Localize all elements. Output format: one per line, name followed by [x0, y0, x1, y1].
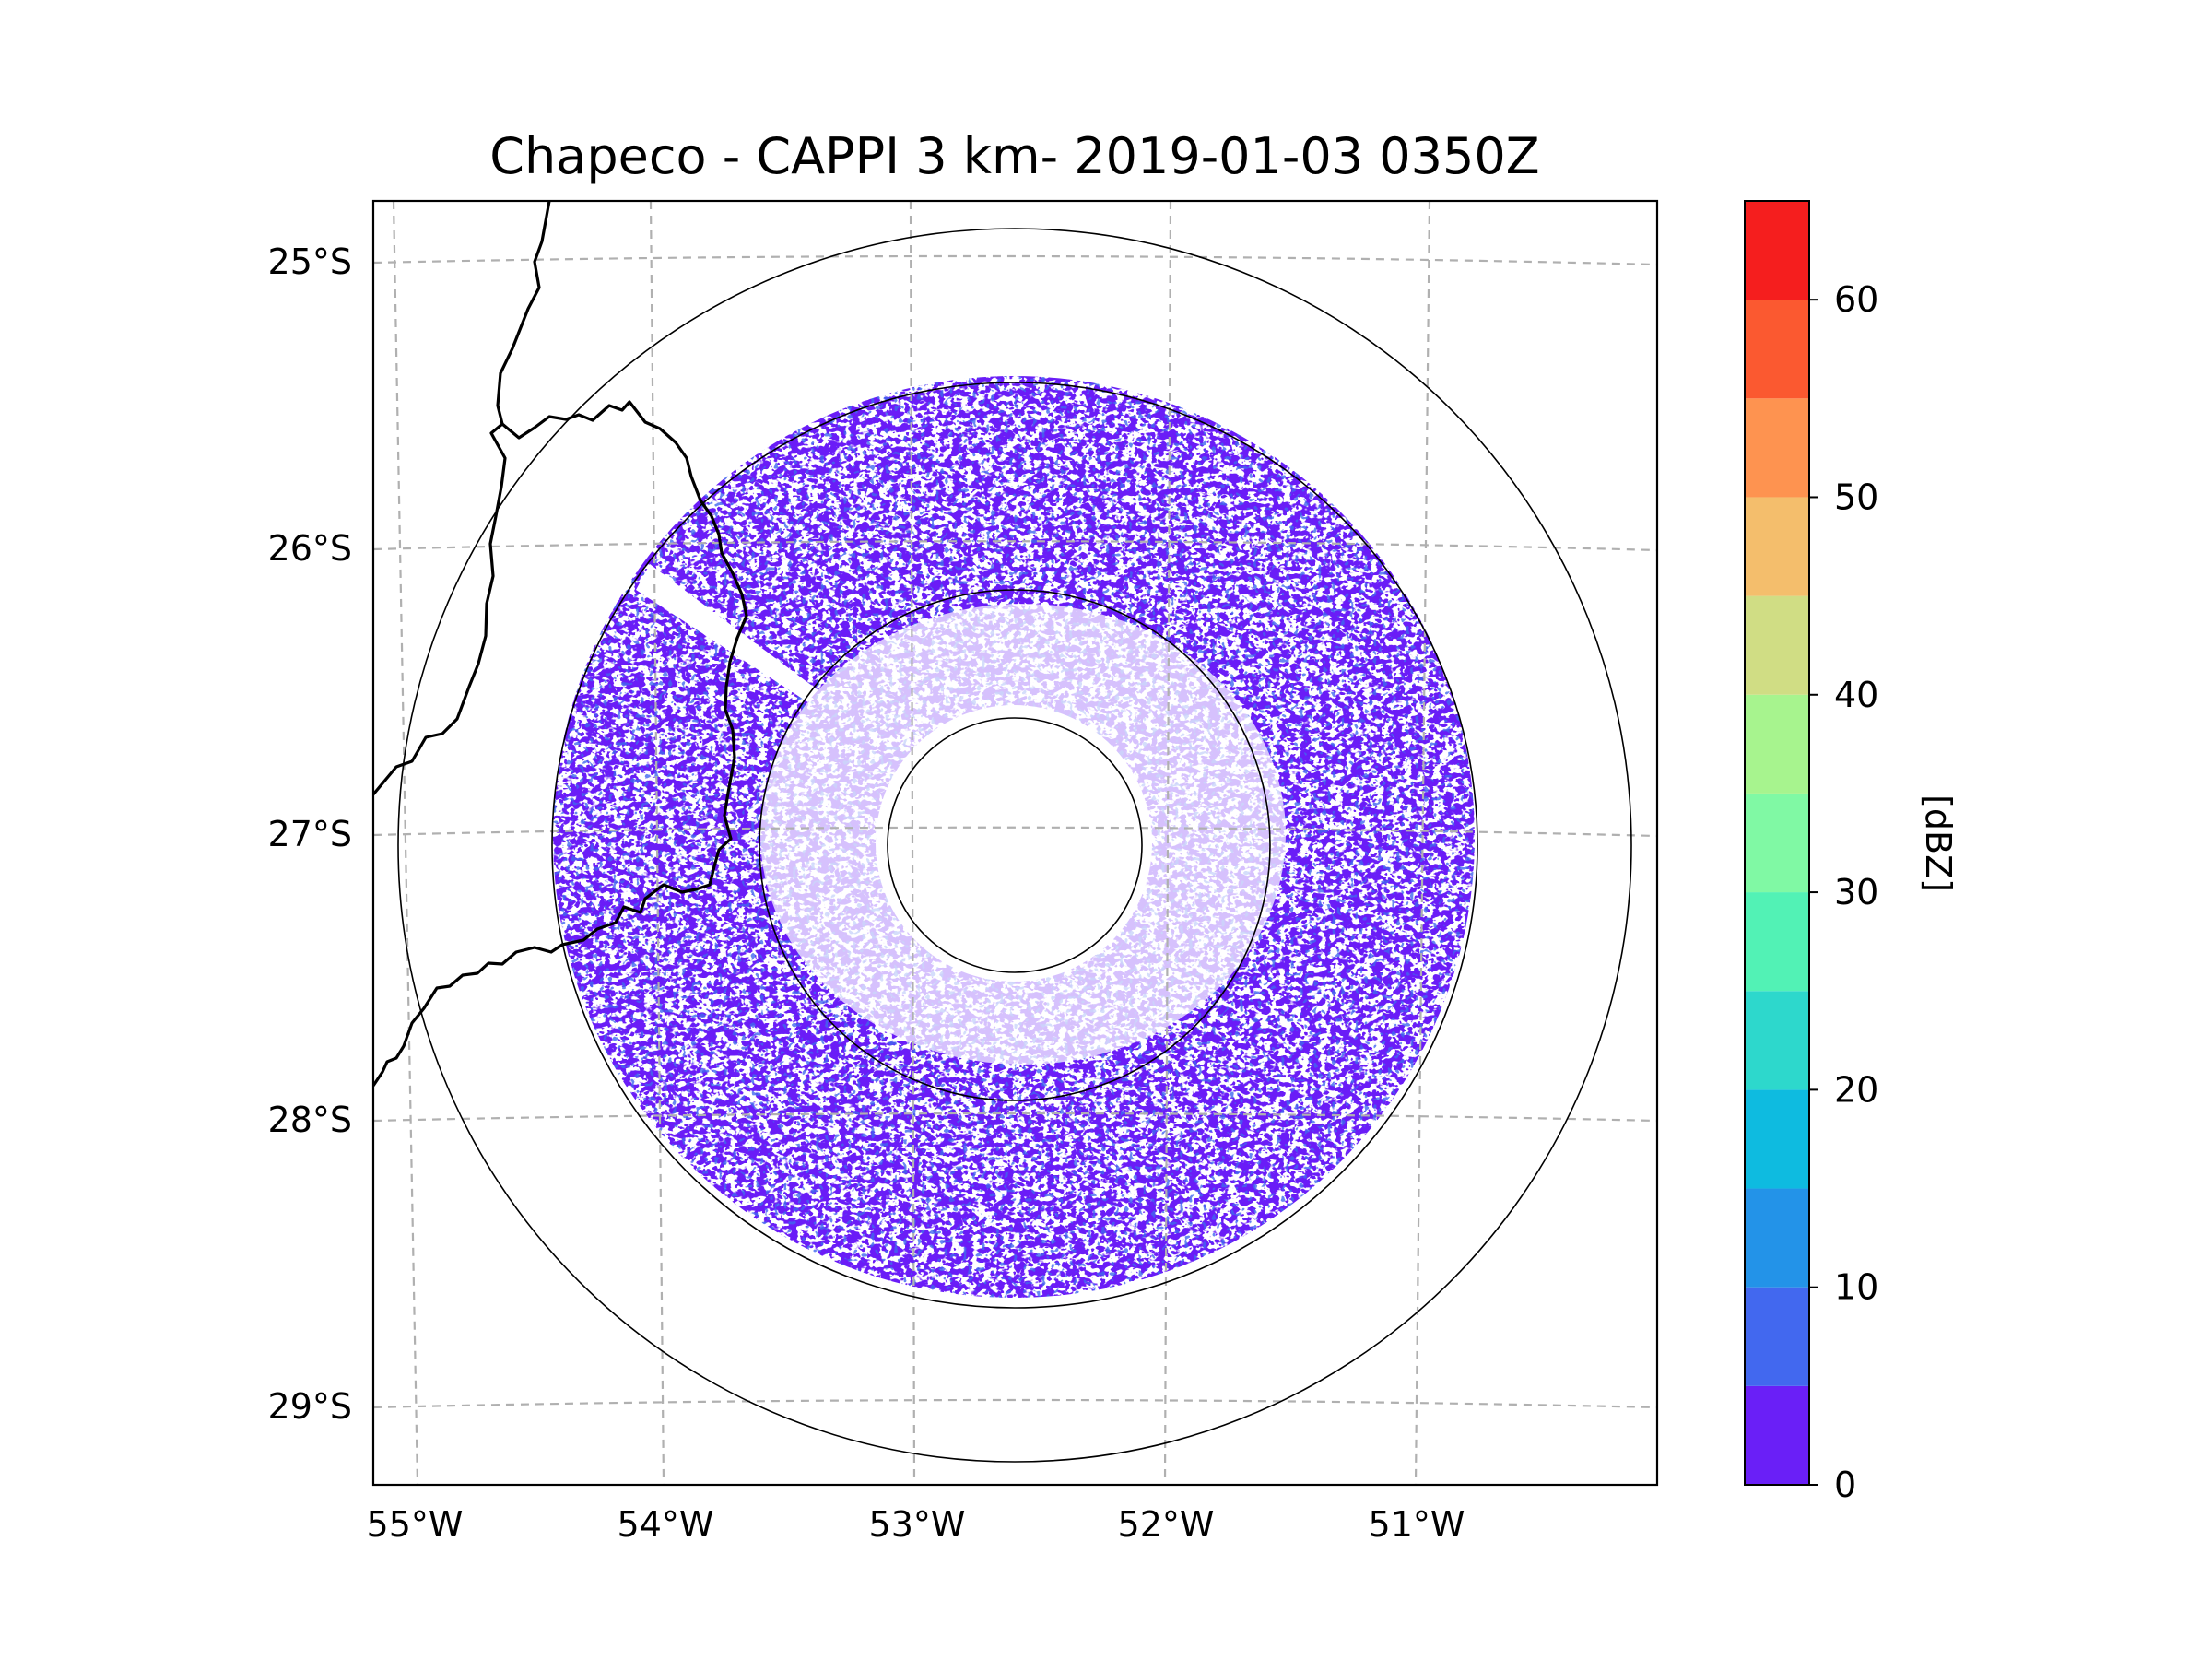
colorbar-segment [1745, 694, 1809, 794]
colorbar-tick-label: 30 [1834, 872, 1878, 912]
colorbar-ticks [1809, 299, 1818, 1486]
map-axes: 55°W 54°W 53°W 52°W 51°W 25°S 26°S 27°S … [268, 199, 1659, 1545]
colorbar-segment [1745, 201, 1809, 300]
colorbar-segment [1745, 1188, 1809, 1288]
colorbar-tick-label: 40 [1834, 675, 1878, 715]
reflectivity-field [544, 369, 1484, 1309]
border-east [373, 400, 748, 1087]
colorbar-tick-label: 0 [1834, 1465, 1856, 1505]
lat-tick-label: 29°S [268, 1386, 352, 1427]
lon-tick-label: 54°W [618, 1504, 714, 1545]
colorbar-tick-label: 50 [1834, 477, 1878, 517]
axes-frame [371, 199, 1659, 1487]
political-borders [373, 201, 748, 1087]
latitude-tick-labels: 25°S 26°S 27°S 28°S 29°S [268, 241, 352, 1427]
colorbar-segment [1745, 300, 1809, 399]
lon-tick-label: 52°W [1118, 1504, 1215, 1545]
longitude-tick-labels: 55°W 54°W 53°W 52°W 51°W [367, 1504, 1465, 1545]
map-title: Chapeco - CAPPI 3 km- 2019-01-03 0350Z [489, 127, 1539, 185]
colorbar-segment [1745, 1385, 1809, 1485]
lat-tick-label: 28°S [268, 1100, 352, 1140]
lat-tick-label: 27°S [268, 814, 352, 854]
colorbar-segment [1745, 497, 1809, 596]
colorbar-label: [dBZ] [1918, 794, 1959, 892]
colorbar-segment [1745, 793, 1809, 893]
lat-tick-label: 26°S [268, 528, 352, 569]
colorbar-segment [1745, 595, 1809, 695]
lon-tick-label: 51°W [1369, 1504, 1465, 1545]
range-rings [397, 228, 1632, 1463]
colorbar-segments [1745, 201, 1809, 1485]
colorbar-segment [1745, 892, 1809, 992]
colorbar-segment [1745, 1287, 1809, 1386]
border-west [373, 201, 551, 796]
lon-tick-label: 53°W [869, 1504, 966, 1545]
colorbar-frame [1744, 200, 1810, 1486]
meridian-gridlines [392, 201, 1431, 1485]
lon-tick-label: 55°W [367, 1504, 464, 1545]
colorbar-tick-label: 10 [1834, 1267, 1878, 1308]
colorbar-tick-labels: 0 10 20 30 40 50 60 [1834, 279, 1878, 1505]
parallel-gridlines [373, 254, 1657, 1409]
colorbar-segment [1745, 1089, 1809, 1189]
colorbar-tick-label: 20 [1834, 1069, 1878, 1110]
colorbar-tick-label: 60 [1834, 279, 1878, 320]
lat-tick-label: 25°S [268, 241, 352, 282]
colorbar-segment [1745, 398, 1809, 498]
colorbar: 0 10 20 30 40 50 60 [dBZ] [1744, 200, 1959, 1505]
colorbar-segment [1745, 991, 1809, 1090]
